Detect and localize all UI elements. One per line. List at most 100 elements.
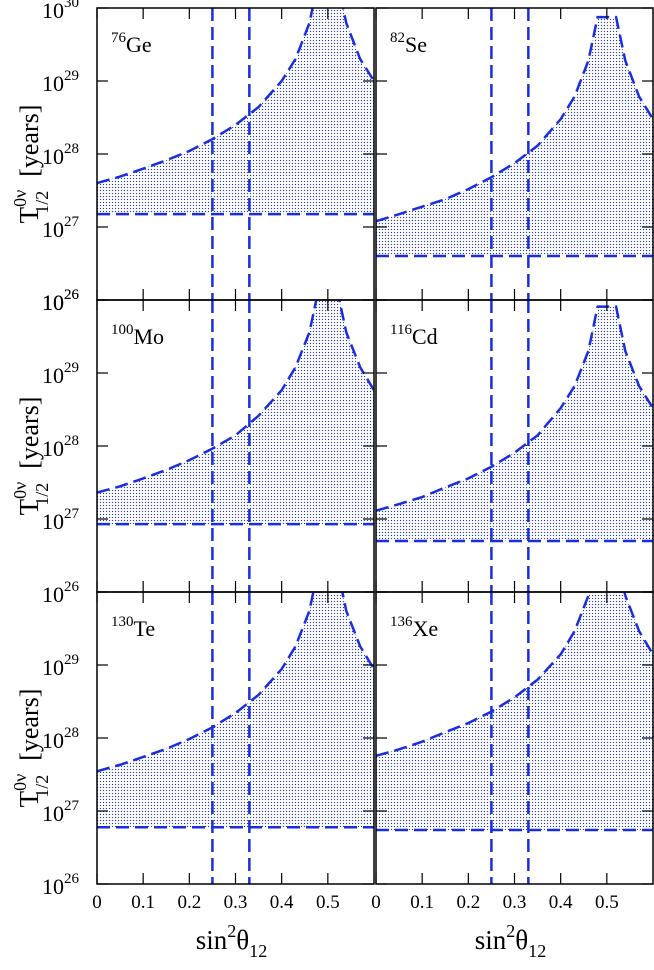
y-tick-exponent: 27 — [64, 506, 80, 522]
panel-label: 136Xe — [390, 614, 438, 641]
x-tick-label: 0.2 — [177, 892, 201, 913]
y-tick-label: 1030 — [42, 0, 79, 23]
y-tick-label: 1027 — [42, 798, 80, 826]
y-tick-exponent: 29 — [64, 68, 79, 84]
isotope-mass: 100 — [111, 322, 134, 338]
y-tick-label: 1029 — [42, 360, 79, 388]
shaded-region — [376, 592, 653, 830]
panel-label: 116Cd — [390, 322, 438, 349]
y-tick-exponent: 28 — [64, 433, 79, 449]
y-label-sub: 1/2 — [32, 775, 52, 798]
y-tick-exponent: 26 — [64, 287, 80, 303]
upper-curve — [97, 300, 374, 494]
y-tick-label: 1029 — [42, 652, 79, 680]
panel: 116Cd — [375, 299, 654, 593]
y-tick-base: 10 — [42, 71, 64, 96]
y-label-unit: [years] — [15, 397, 44, 469]
y-tick-exponent: 27 — [64, 798, 80, 814]
x-label-sup: 2 — [506, 921, 515, 941]
y-tick-label: 1029 — [42, 68, 79, 96]
y-label-sup: 0ν — [10, 190, 30, 207]
y-label-unit: [years] — [15, 689, 44, 761]
y-tick-exponent: 28 — [64, 141, 79, 157]
y-tick-label: 1028 — [42, 433, 79, 461]
y-label-sup: 0ν — [10, 482, 30, 499]
x-tick-label: 0.3 — [503, 892, 527, 913]
x-tick-label: 0.5 — [595, 892, 619, 913]
y-tick-base: 10 — [42, 290, 64, 315]
isotope-mass: 136 — [390, 614, 413, 630]
y-tick-base: 10 — [42, 655, 64, 680]
y-label-symbol: T — [14, 206, 44, 223]
y-tick-base: 10 — [42, 874, 64, 899]
y-tick-exponent: 26 — [64, 287, 80, 303]
x-tick-label: 0.4 — [549, 892, 573, 913]
isotope-element: Ge — [126, 32, 152, 57]
plot-area — [376, 300, 653, 592]
y-tick-base: 10 — [42, 728, 64, 753]
y-label-symbol: T — [14, 790, 44, 807]
y-label-sub: 1/2 — [32, 191, 52, 214]
x-label-symbol: θ — [236, 925, 249, 955]
x-tick-label: 0.4 — [270, 892, 294, 913]
shaded-region — [376, 17, 653, 257]
x-tick-label: 0.5 — [316, 892, 340, 913]
shaded-region — [97, 592, 374, 828]
y-tick-exponent: 28 — [64, 725, 79, 741]
y-tick-base: 10 — [42, 217, 64, 242]
y-tick-label: 1027 — [42, 214, 80, 242]
x-axis-label: sin2θ12 — [196, 921, 267, 961]
x-label-sup: 2 — [227, 921, 236, 941]
isotope-element: Te — [134, 616, 156, 641]
x-tick-label: 0.1 — [410, 892, 434, 913]
isotope-element: Xe — [413, 616, 439, 641]
y-axis-label: T0ν 1/2 [years] — [10, 105, 52, 224]
y-axis-label: T0ν 1/2 [years] — [10, 689, 52, 808]
y-tick-label: 1027 — [42, 506, 80, 534]
x-tick-label: 0 — [92, 892, 102, 913]
y-tick-label: 1026 — [42, 287, 80, 315]
plot-area — [97, 300, 374, 592]
shaded-region — [376, 306, 653, 541]
y-tick-exponent: 29 — [64, 652, 79, 668]
y-tick-label: 1026 — [42, 579, 80, 607]
y-tick-label: 1026 — [42, 871, 80, 899]
isotope-mass: 82 — [390, 30, 405, 46]
x-axis-label: sin2θ12 — [475, 921, 546, 961]
isotope-mass: 116 — [390, 322, 412, 338]
upper-curve — [97, 8, 374, 185]
y-label-unit: [years] — [15, 105, 44, 177]
x-label-func: sin — [475, 925, 507, 955]
plot-area — [97, 8, 374, 300]
x-label-func: sin — [196, 925, 228, 955]
panel-label: 76Ge — [111, 30, 152, 57]
isotope-mass: 76 — [111, 30, 127, 46]
shaded-region — [97, 8, 374, 215]
y-tick-exponent: 30 — [64, 0, 79, 11]
panel: 82Se — [375, 7, 654, 301]
panel-label: 130Te — [111, 614, 155, 641]
y-tick-base: 10 — [42, 0, 64, 23]
x-label-sub: 12 — [528, 941, 546, 961]
y-tick-base: 10 — [42, 290, 64, 315]
shaded-region — [97, 300, 374, 525]
y-tick-base: 10 — [42, 801, 64, 826]
panel-label: 82Se — [390, 30, 427, 57]
y-label-sup: 0ν — [10, 774, 30, 791]
y-label-symbol: T — [14, 498, 44, 515]
y-label-sub: 1/2 — [32, 483, 52, 506]
isotope-element: Mo — [134, 324, 165, 349]
y-tick-exponent: 26 — [64, 579, 80, 595]
isotope-element: Cd — [412, 324, 438, 349]
x-label-sub: 12 — [249, 941, 267, 961]
plot-area — [97, 592, 374, 884]
y-tick-label: 1026 — [42, 287, 80, 315]
x-tick-label: 0 — [371, 892, 381, 913]
y-tick-exponent: 29 — [64, 360, 79, 376]
x-label-symbol: θ — [515, 925, 528, 955]
plot-area — [376, 592, 653, 884]
isotope-mass: 130 — [111, 614, 134, 630]
